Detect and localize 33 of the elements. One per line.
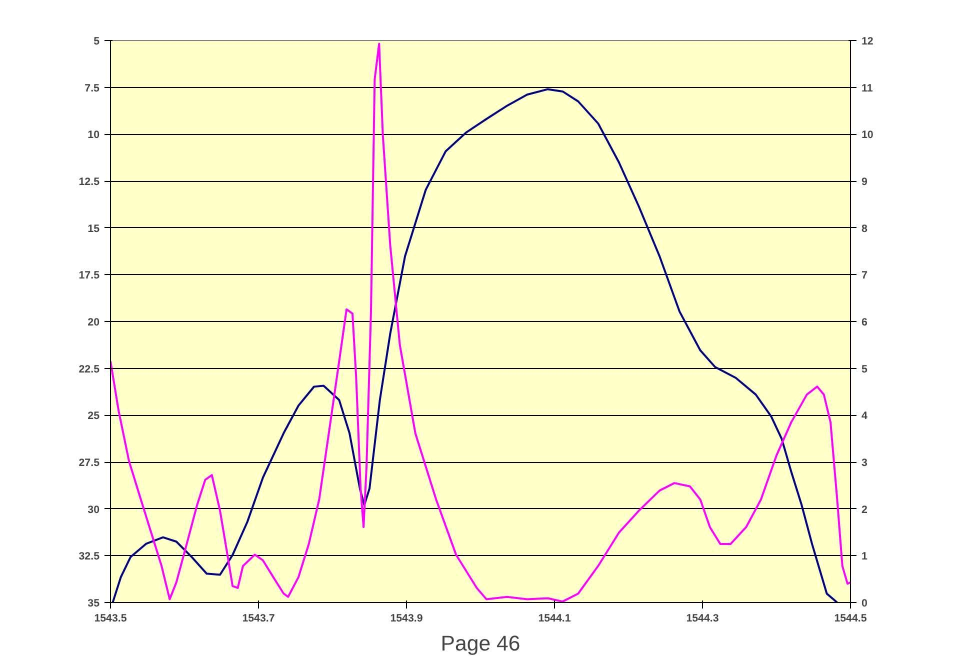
x-tick-label: 1543.5 [94,612,127,624]
y2-tick-label: 5 [862,363,868,376]
x-tick-label: 1543.9 [390,612,423,624]
y2-tick-label: 7 [862,270,868,282]
y-tick-label: 35 [88,598,100,610]
y2-tick-label: 3 [862,457,868,469]
y-tick-label: 7.5 [84,82,100,94]
x-tick-label: 1544.1 [538,612,571,624]
y2-tick-label: 12 [862,36,874,48]
y2-tick-label: 4 [862,410,868,422]
y-tick-label: 15 [88,222,100,235]
y-tick-label: 20 [88,316,100,328]
y-tick-label: 32.5 [78,550,100,563]
x-tick-label: 1544.3 [686,612,719,624]
y2-tick-label: 9 [862,176,868,188]
y-tick-label: 25 [88,410,100,422]
y2-tick-label: 8 [862,222,868,235]
y-tick-label: 10 [88,129,100,142]
y-tick-label: 27.5 [78,457,100,469]
y2-tick-label: 1 [862,550,868,563]
y2-tick-label: 0 [862,598,868,610]
text: Page 46 [440,632,520,656]
y-tick-label: 22.5 [78,363,100,376]
y-tick-label: 17.5 [78,270,100,282]
y2-tick-label: 6 [862,316,868,328]
y2-tick-label: 11 [862,82,873,94]
y2-tick-label: 10 [862,129,874,142]
x-tick-label: 1543.7 [242,612,275,624]
y-tick-label: 12.5 [78,176,100,188]
y-tick-label: 30 [88,504,100,516]
x-tick-label: 1544.5 [834,612,867,624]
y-tick-label: 5 [94,36,100,48]
y2-tick-label: 2 [862,504,868,516]
